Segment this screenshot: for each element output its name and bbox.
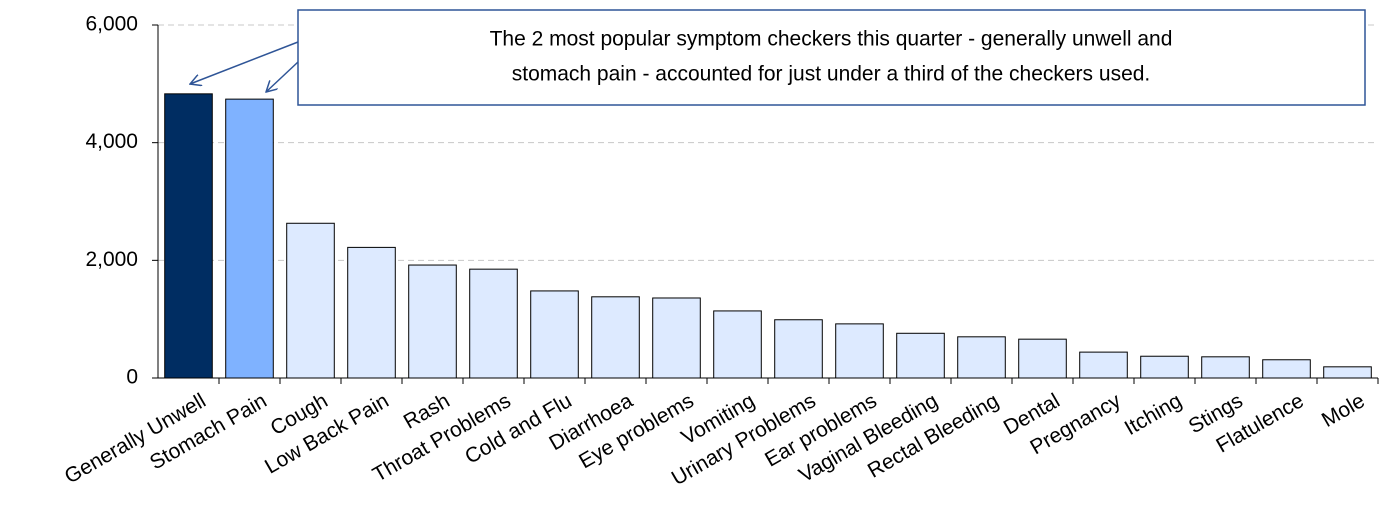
bar xyxy=(469,268,518,379)
x-tick-label: Itching xyxy=(1121,389,1186,440)
bar xyxy=(286,222,335,379)
bar xyxy=(1018,338,1067,379)
bar xyxy=(164,93,213,379)
annotation-box xyxy=(297,9,1366,106)
bar xyxy=(652,297,701,379)
x-tick-label: Mole xyxy=(1318,389,1369,432)
bar xyxy=(1140,355,1189,379)
bar xyxy=(530,290,579,379)
bar xyxy=(957,336,1006,379)
arrow xyxy=(266,61,299,92)
annotation: The 2 most popular symptom checkers this… xyxy=(490,28,1173,51)
y-tick-label: 4,000 xyxy=(85,130,138,153)
bar xyxy=(1079,351,1128,379)
annotation: stomach pain - accounted for just under … xyxy=(512,63,1151,86)
bar xyxy=(896,332,945,379)
bar xyxy=(774,319,823,379)
bar xyxy=(835,323,884,379)
bar xyxy=(225,98,274,379)
y-tick-label: 0 xyxy=(126,366,138,389)
bar xyxy=(347,246,396,379)
bar xyxy=(591,296,640,379)
bar xyxy=(1262,359,1311,379)
y-tick-label: 6,000 xyxy=(85,13,138,36)
bar xyxy=(408,264,457,379)
y-tick-label: 2,000 xyxy=(85,248,138,271)
arrow xyxy=(190,41,299,84)
bar xyxy=(713,310,762,379)
bar xyxy=(1323,366,1372,379)
bar xyxy=(1201,356,1250,379)
